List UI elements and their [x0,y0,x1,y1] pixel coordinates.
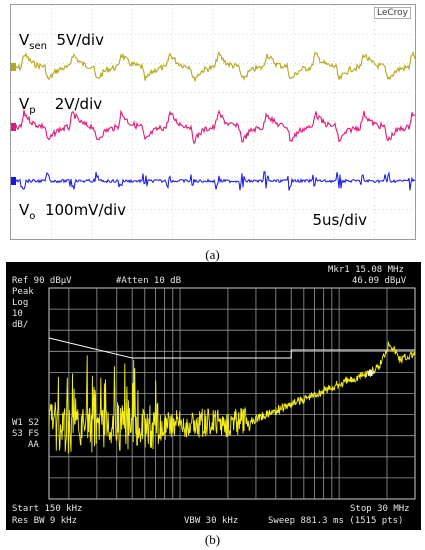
scale-type: Log [12,298,29,308]
marker-amplitude: 46.09 dBµV [352,276,407,286]
stop-frequency: Stop 30 MHz [350,504,410,514]
reference-level: Ref 90 dBµV [12,276,72,286]
attenuation: #Atten 10 dB [116,276,182,286]
channel-3-marker [11,177,16,185]
vo-trace [12,171,415,191]
channel-2-label: Vp 2V/div [19,95,103,116]
scope-brand-logo: LeCroy [373,7,411,19]
trace-indicator-1: W1 S2 [12,418,40,428]
spectrum-plot [48,287,416,500]
caption-b: (b) [204,532,221,547]
sweep-time: Sweep 881.3 ms (1515 pts) [268,516,404,526]
marker-number: 1 [368,369,374,379]
spectrum-analyzer-screen: Mkr1 15.08 MHz Ref 90 dBµV #Atten 10 dB … [6,262,421,530]
channel-3-label: Vo 100mV/div [19,201,127,222]
vp-trace [12,109,415,145]
scale-unit: dB/ [12,320,29,330]
detector-mode: Peak [12,287,34,297]
marker-frequency: Mkr1 15.08 MHz [328,265,404,275]
trace-indicator-2: S3 FS [12,429,40,439]
video-bandwidth: VBW 30 kHz [184,516,239,526]
vsen-trace [12,50,415,82]
timebase-label: 5us/div [312,211,368,229]
resolution-bandwidth: Res BW 9 kHz [12,516,78,526]
channel-1-scale: 5V/div [56,31,104,49]
oscilloscope-screen: LeCroy Vsen 5V/div Vp 2V/div Vo 100mV/di… [10,4,416,240]
start-frequency: Start 150 kHz [12,504,83,514]
channel-1-marker [11,63,16,71]
channel-2-scale: 2V/div [54,95,103,113]
caption-a: (a) [205,247,220,262]
marker-1-diamond [367,369,374,377]
channel-2-marker [11,123,16,131]
oscilloscope-plot [11,5,415,239]
limit-line [48,337,415,359]
channel-1-label: Vsen 5V/div [19,31,104,52]
spectrum-trace [48,341,416,454]
scale-value: 10 [12,309,23,319]
trace-indicator-3: AA [28,440,39,450]
channel-3-scale: 100mV/div [44,201,127,219]
